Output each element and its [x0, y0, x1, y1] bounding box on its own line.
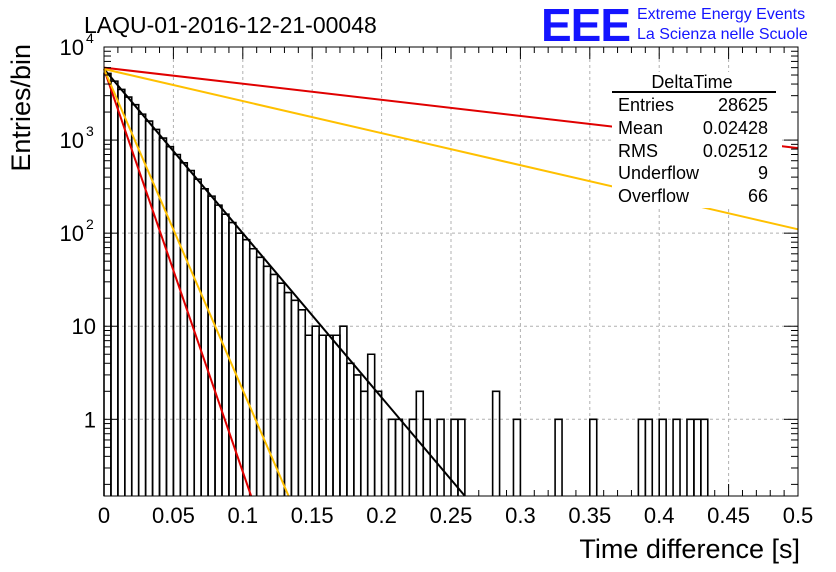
- plot-title: LAQU-01-2016-12-21-00048: [84, 12, 377, 38]
- stats-row-label: Mean: [618, 118, 663, 138]
- stats-row-value: 66: [748, 186, 768, 206]
- y-tick-label: 10: [72, 314, 96, 339]
- logo-line-2: La Scienza nelle Scuole: [637, 26, 808, 43]
- histogram-bin: [512, 418, 522, 496]
- y-axis-title: Entries/bin: [6, 44, 36, 172]
- histogram-bin: [658, 418, 667, 496]
- x-tick-label: 0.45: [707, 503, 750, 528]
- y-tick-label: 10: [60, 128, 84, 153]
- eee-logo: EEE: [541, 0, 630, 51]
- y-tick-label: 10: [60, 221, 84, 246]
- histogram-bin: [373, 390, 383, 496]
- y-tick-exponent: 4: [86, 30, 94, 46]
- fit-line: [103, 68, 290, 497]
- x-tick-label: 0.4: [644, 503, 675, 528]
- stats-row-label: Underflow: [618, 163, 700, 183]
- y-tick-label: 1: [84, 407, 96, 432]
- y-tick-label: 10: [60, 35, 84, 60]
- fit-line: [103, 68, 466, 497]
- x-tick-label: 0.5: [783, 503, 814, 528]
- histogram-bin: [436, 418, 445, 496]
- histogram-bin: [554, 418, 563, 496]
- plot-frame: [103, 46, 799, 497]
- histogram-bin: [700, 418, 709, 496]
- histogram-bin: [589, 418, 598, 496]
- logo-line-1: Extreme Energy Events: [637, 6, 805, 23]
- x-tick-label: 0.25: [430, 503, 473, 528]
- stats-box-bg: [612, 72, 782, 208]
- x-tick-label: 0.05: [152, 503, 195, 528]
- stats-row-label: Entries: [618, 95, 674, 115]
- stats-row-value: 28625: [718, 95, 768, 115]
- histogram-bin: [457, 418, 466, 496]
- histogram-bin: [491, 390, 501, 496]
- y-tick-exponent: 3: [86, 123, 94, 139]
- histogram-bin: [672, 418, 681, 496]
- x-tick-label: 0.3: [505, 503, 536, 528]
- stats-title: DeltaTime: [651, 72, 732, 92]
- x-tick-label: 0.2: [366, 503, 397, 528]
- fit-line: [103, 68, 253, 497]
- stats-row-value: 0.02428: [703, 118, 768, 138]
- x-tick-label: 0.35: [568, 503, 611, 528]
- x-tick-label: 0.15: [291, 503, 334, 528]
- stats-box: DeltaTime Entries 28625 Mean 0.02428 RMS…: [612, 72, 782, 208]
- stats-row-value: 0.02512: [703, 141, 768, 161]
- y-tick-exponent: 2: [86, 216, 94, 232]
- histogram-bin: [422, 418, 431, 496]
- stats-row-label: Overflow: [618, 186, 690, 206]
- axes: 0 0.05 0.1 0.15 0.2 0.25 0.3 0.35 0.4 0.45 0.5 1 10 1…: [60, 30, 814, 528]
- histogram-bin: [644, 418, 654, 496]
- x-tick-label: 0: [98, 503, 110, 528]
- histogram: [103, 72, 709, 496]
- x-axis-title: Time difference [s]: [579, 534, 800, 564]
- stats-row-value: 9: [758, 163, 768, 183]
- stats-row-label: RMS: [618, 141, 658, 161]
- x-tick-label: 0.1: [228, 503, 259, 528]
